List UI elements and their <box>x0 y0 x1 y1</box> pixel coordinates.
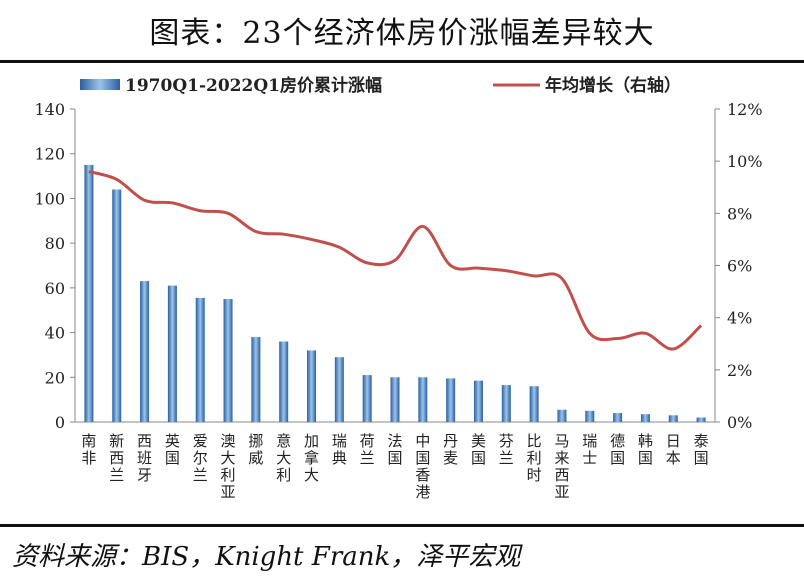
category-label: 德国 <box>610 432 625 467</box>
left-tick-label: 0 <box>55 413 65 432</box>
bar-韩国 <box>640 414 650 422</box>
bar-爱尔兰 <box>195 297 205 422</box>
category-label: 芬兰 <box>499 432 514 467</box>
category-label: 澳大利亚 <box>221 432 236 501</box>
category-label: 西班牙 <box>137 432 152 484</box>
category-label: 意大利 <box>276 432 291 484</box>
category-label: 日本 <box>666 432 681 467</box>
left-tick-label: 80 <box>45 234 65 253</box>
bottom-divider <box>0 524 804 527</box>
line-series-annual-growth <box>88 170 703 351</box>
bar-美国 <box>473 380 483 422</box>
left-tick-label: 120 <box>34 145 65 164</box>
legend-line-label: 年均增长（右轴） <box>545 75 681 96</box>
legend-bar-label: 1970Q1-2022Q1房价累计涨幅 <box>125 75 382 96</box>
bar-瑞典 <box>334 357 344 422</box>
category-label: 中国香港 <box>415 432 430 501</box>
bar-马来西亚 <box>557 409 567 422</box>
category-label: 韩国 <box>638 432 653 467</box>
right-tick-label: 0% <box>727 413 752 432</box>
right-tick-label: 6% <box>727 257 752 276</box>
bar-德国 <box>613 413 623 422</box>
bar-意大利 <box>279 341 289 422</box>
category-label: 马来西亚 <box>554 432 569 501</box>
bar-澳大利亚 <box>223 299 233 422</box>
right-tick-label: 12% <box>727 100 763 119</box>
category-label: 丹麦 <box>443 432 458 467</box>
bar-中国香港 <box>418 377 428 422</box>
category-label: 加拿大 <box>304 432 319 484</box>
left-tick-label: 100 <box>34 189 65 208</box>
category-label: 爱尔兰 <box>193 432 208 484</box>
category-label: 荷兰 <box>360 432 375 467</box>
bar-法国 <box>390 377 400 422</box>
chart-title: 图表：23个经济体房价涨幅差异较大 <box>149 16 655 51</box>
left-tick-label: 60 <box>45 279 65 298</box>
category-label: 美国 <box>471 432 486 467</box>
left-tick-label: 40 <box>45 324 65 343</box>
bar-泰国 <box>696 417 706 422</box>
bar-挪威 <box>251 337 261 422</box>
category-label: 法国 <box>387 432 402 467</box>
right-tick-label: 4% <box>727 309 752 328</box>
category-label: 挪威 <box>248 432 263 467</box>
bar-英国 <box>167 285 177 422</box>
bar-日本 <box>668 415 678 422</box>
category-label: 比利时 <box>527 432 542 484</box>
category-label: 泰国 <box>694 432 709 467</box>
right-tick-label: 2% <box>727 361 752 380</box>
source-note: 资料来源：BIS，Knight Frank，泽平宏观 <box>12 542 521 572</box>
bar-南非 <box>84 164 94 422</box>
legend-bar-swatch <box>80 79 120 90</box>
category-label: 瑞典 <box>332 432 347 467</box>
left-tick-label: 140 <box>34 100 65 119</box>
bar-芬兰 <box>501 385 511 422</box>
bar-西班牙 <box>140 281 150 422</box>
category-label: 瑞士 <box>582 432 597 467</box>
bar-瑞士 <box>585 410 595 422</box>
bar-新西兰 <box>112 189 122 422</box>
top-divider <box>0 60 804 63</box>
bar-丹麦 <box>446 378 456 422</box>
bar-荷兰 <box>362 375 372 422</box>
category-label: 英国 <box>165 432 180 467</box>
bar-比利时 <box>529 386 539 422</box>
right-tick-label: 10% <box>727 152 763 171</box>
bar-加拿大 <box>307 350 317 422</box>
left-tick-label: 20 <box>45 368 65 387</box>
right-tick-label: 8% <box>727 204 752 223</box>
category-label: 南非 <box>81 432 96 467</box>
category-label: 新西兰 <box>109 432 124 484</box>
